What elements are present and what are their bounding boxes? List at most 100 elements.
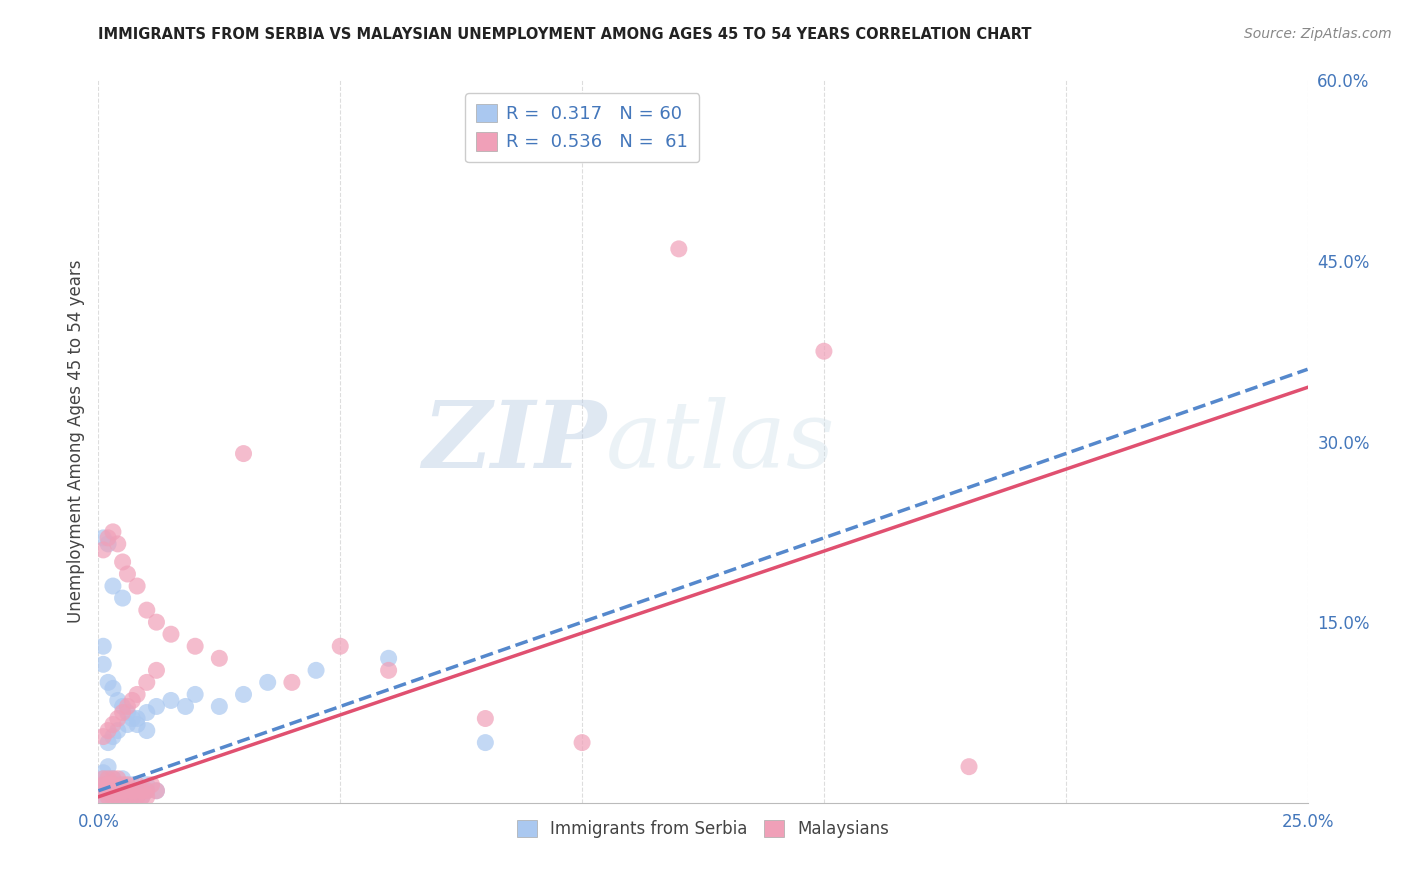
Text: Source: ZipAtlas.com: Source: ZipAtlas.com xyxy=(1244,27,1392,41)
Point xyxy=(145,615,167,630)
Point xyxy=(135,784,157,798)
Point xyxy=(97,772,120,786)
Point xyxy=(127,784,149,798)
Point xyxy=(571,735,593,749)
Point xyxy=(377,664,399,678)
Point xyxy=(117,789,139,804)
Point xyxy=(111,706,134,720)
Point xyxy=(131,789,153,804)
Point xyxy=(184,687,207,701)
Point xyxy=(101,789,124,804)
Point xyxy=(91,784,114,798)
Point xyxy=(91,784,114,798)
Point xyxy=(121,784,143,798)
Point xyxy=(101,778,124,792)
Point xyxy=(101,524,124,539)
Point xyxy=(329,639,352,653)
Point xyxy=(305,664,328,678)
Point xyxy=(101,784,124,798)
Point xyxy=(135,723,157,738)
Text: atlas: atlas xyxy=(606,397,835,486)
Point xyxy=(145,664,167,678)
Point xyxy=(101,717,124,731)
Point xyxy=(111,591,134,605)
Point xyxy=(97,735,120,749)
Point xyxy=(97,675,120,690)
Point xyxy=(668,242,690,256)
Point xyxy=(145,699,167,714)
Point xyxy=(107,784,129,798)
Point xyxy=(101,579,124,593)
Point xyxy=(145,784,167,798)
Point xyxy=(377,651,399,665)
Point xyxy=(127,778,149,792)
Point xyxy=(91,772,114,786)
Point xyxy=(91,765,114,780)
Point xyxy=(91,542,114,557)
Point xyxy=(101,730,124,744)
Point xyxy=(107,778,129,792)
Point xyxy=(101,789,124,804)
Point xyxy=(127,579,149,593)
Point xyxy=(208,699,231,714)
Point xyxy=(121,778,143,792)
Point xyxy=(117,717,139,731)
Point xyxy=(127,789,149,804)
Point xyxy=(135,778,157,792)
Text: IMMIGRANTS FROM SERBIA VS MALAYSIAN UNEMPLOYMENT AMONG AGES 45 TO 54 YEARS CORRE: IMMIGRANTS FROM SERBIA VS MALAYSIAN UNEM… xyxy=(98,27,1032,42)
Point xyxy=(135,675,157,690)
Point xyxy=(91,730,114,744)
Point xyxy=(174,699,197,714)
Point xyxy=(107,789,129,804)
Point xyxy=(131,784,153,798)
Point xyxy=(111,778,134,792)
Point xyxy=(107,784,129,798)
Point xyxy=(474,735,496,749)
Point xyxy=(957,760,980,774)
Point xyxy=(107,723,129,738)
Point xyxy=(107,712,129,726)
Point xyxy=(121,789,143,804)
Point xyxy=(135,706,157,720)
Point xyxy=(97,784,120,798)
Point xyxy=(232,687,254,701)
Legend: Immigrants from Serbia, Malaysians: Immigrants from Serbia, Malaysians xyxy=(510,814,896,845)
Point xyxy=(141,778,163,792)
Point xyxy=(121,789,143,804)
Point xyxy=(117,706,139,720)
Point xyxy=(97,789,120,804)
Point xyxy=(111,784,134,798)
Point xyxy=(184,639,207,653)
Point xyxy=(97,784,120,798)
Point xyxy=(97,772,120,786)
Point xyxy=(97,778,120,792)
Point xyxy=(91,778,114,792)
Point xyxy=(91,639,114,653)
Point xyxy=(101,784,124,798)
Point xyxy=(127,687,149,701)
Point xyxy=(107,789,129,804)
Point xyxy=(117,567,139,582)
Point xyxy=(160,627,183,641)
Point xyxy=(97,760,120,774)
Point xyxy=(91,531,114,545)
Point xyxy=(101,681,124,696)
Point xyxy=(111,555,134,569)
Point xyxy=(121,693,143,707)
Point xyxy=(97,537,120,551)
Point xyxy=(208,651,231,665)
Point xyxy=(131,789,153,804)
Point xyxy=(107,772,129,786)
Point xyxy=(101,778,124,792)
Y-axis label: Unemployment Among Ages 45 to 54 years: Unemployment Among Ages 45 to 54 years xyxy=(66,260,84,624)
Point xyxy=(160,693,183,707)
Point xyxy=(256,675,278,690)
Point xyxy=(117,699,139,714)
Point xyxy=(135,784,157,798)
Point xyxy=(135,789,157,804)
Point xyxy=(121,712,143,726)
Point xyxy=(91,657,114,672)
Point xyxy=(91,789,114,804)
Text: ZIP: ZIP xyxy=(422,397,606,486)
Point xyxy=(111,784,134,798)
